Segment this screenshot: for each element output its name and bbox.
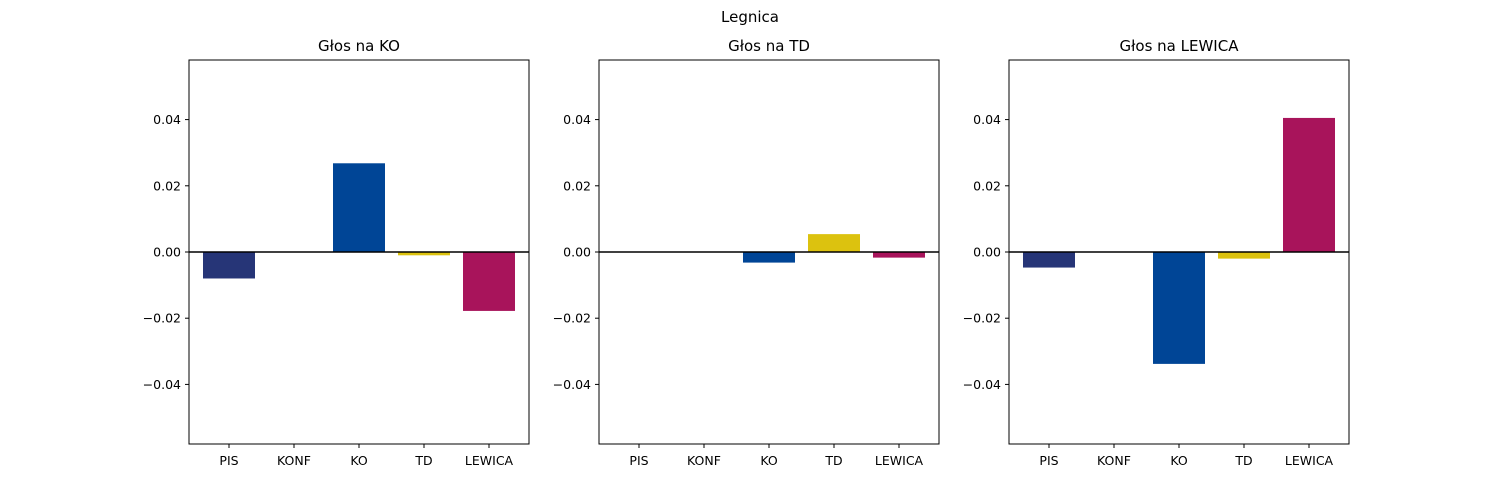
y-tick-label: 0.00	[973, 245, 1001, 260]
x-tick-label: KO	[350, 453, 368, 468]
bar-lewica	[463, 252, 515, 311]
panel-1: Głos na KO PIS KONF KO TD LEWICA −0.04 −0.02 0.0…	[143, 37, 530, 468]
panels: Głos na KO PIS KONF KO TD LEWICA −0.04 −0.02 0.0…	[143, 37, 1350, 468]
x-tick-label: TD	[1234, 453, 1252, 468]
panel-title: Głos na KO	[318, 37, 400, 55]
y-tick-label: 0.02	[153, 178, 181, 193]
panel-2: Głos na TD PIS KONF KO TD LEWICA −0.04 −0.02 0.0…	[553, 37, 940, 468]
x-tick-label: TD	[414, 453, 432, 468]
x-tick-label: KONF	[1097, 453, 1131, 468]
panel-3: Głos na LEWICA PIS KONF KO TD LEWICA −0.04 −0.0…	[963, 37, 1350, 468]
figure-suptitle: Legnica	[721, 8, 779, 26]
y-tick-label: 0.02	[563, 178, 591, 193]
y-tick-label: 0.04	[153, 112, 181, 127]
bar-ko	[743, 252, 795, 263]
axes-frame	[598, 59, 940, 445]
panel-title: Głos na LEWICA	[1120, 37, 1240, 55]
axes-frame	[1008, 59, 1350, 445]
bar-ko	[1153, 252, 1205, 364]
y-tick-label: 0.00	[153, 245, 181, 260]
y-tick-label: −0.02	[143, 311, 181, 326]
x-tick-label: PIS	[1039, 453, 1058, 468]
panel-title: Głos na TD	[728, 37, 810, 55]
bar-lewica	[873, 252, 925, 258]
bar-td	[398, 252, 450, 256]
bar-pis	[1023, 252, 1075, 268]
x-tick-label: LEWICA	[465, 453, 514, 468]
y-tick-label: −0.04	[963, 377, 1001, 392]
bar-td	[808, 234, 860, 252]
bar-pis	[203, 252, 255, 279]
bar-ko	[333, 163, 385, 252]
bar-lewica	[1283, 117, 1335, 253]
y-tick-label: −0.02	[553, 311, 591, 326]
x-tick-label: TD	[824, 453, 842, 468]
y-tick-label: −0.02	[963, 311, 1001, 326]
y-tick-label: 0.04	[973, 112, 1001, 127]
x-tick-label: LEWICA	[875, 453, 924, 468]
y-tick-label: −0.04	[553, 377, 591, 392]
x-tick-label: KO	[760, 453, 778, 468]
x-tick-label: KO	[1170, 453, 1188, 468]
x-tick-label: PIS	[629, 453, 648, 468]
x-tick-label: PIS	[219, 453, 238, 468]
y-tick-label: −0.04	[143, 377, 181, 392]
y-tick-label: 0.00	[563, 245, 591, 260]
x-tick-label: KONF	[277, 453, 311, 468]
y-tick-label: 0.02	[973, 178, 1001, 193]
y-tick-label: 0.04	[563, 112, 591, 127]
x-tick-label: LEWICA	[1285, 453, 1334, 468]
axes-frame	[188, 59, 530, 445]
bar-td	[1218, 252, 1270, 259]
x-tick-label: KONF	[687, 453, 721, 468]
